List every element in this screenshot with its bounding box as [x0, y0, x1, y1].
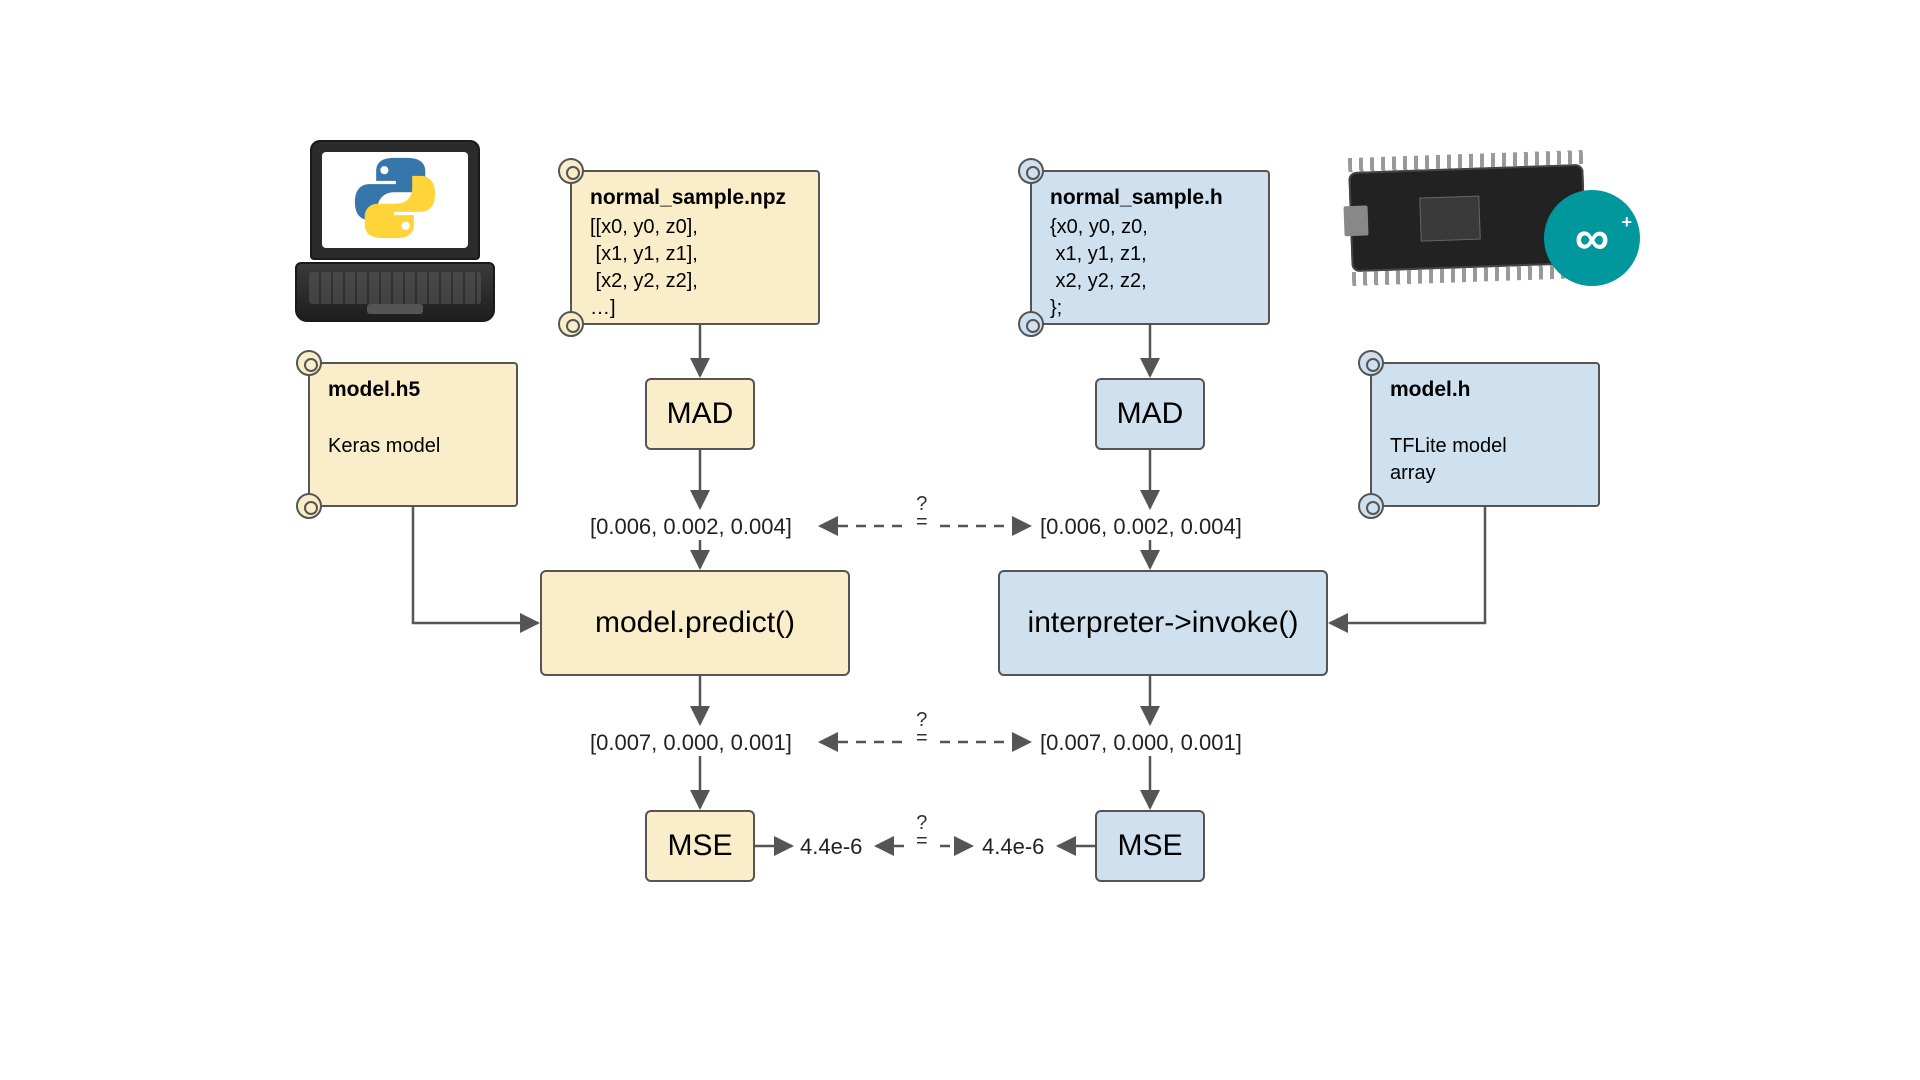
box-model-predict: model.predict()	[540, 570, 850, 676]
box-label: MSE	[667, 829, 732, 863]
label-vec2-right: [0.007, 0.000, 0.001]	[1040, 730, 1242, 756]
label-vec1-left: [0.006, 0.002, 0.004]	[590, 514, 792, 540]
box-label: MAD	[1117, 397, 1184, 431]
label-vec2-left: [0.007, 0.000, 0.001]	[590, 730, 792, 756]
scroll-model-h5: model.h5 Keras model	[308, 362, 518, 507]
box-mad-left: MAD	[645, 378, 755, 450]
compare-mark-3-icon: ?=	[916, 814, 928, 850]
label-mse-val-right: 4.4e-6	[982, 834, 1044, 860]
scroll-normal-sample-npz: normal_sample.npz [[x0, y0, z0], [x1, y1…	[570, 170, 820, 325]
microcontroller-icon: ∞ +	[1340, 150, 1640, 300]
scroll-title: normal_sample.npz	[590, 186, 800, 210]
python-logo-icon	[350, 153, 440, 248]
box-label: MAD	[667, 397, 734, 431]
laptop-icon	[295, 140, 495, 330]
label-vec1-right: [0.006, 0.002, 0.004]	[1040, 514, 1242, 540]
scroll-body: {x0, y0, z0, x1, y1, z1, x2, y2, z2, };	[1050, 214, 1250, 322]
compare-mark-1-icon: ?=	[916, 495, 928, 531]
box-label: MSE	[1117, 829, 1182, 863]
box-mse-left: MSE	[645, 810, 755, 882]
box-label: model.predict()	[595, 606, 795, 640]
scroll-body: Keras model	[328, 406, 498, 460]
box-mad-right: MAD	[1095, 378, 1205, 450]
box-label: interpreter->invoke()	[1028, 606, 1299, 640]
scroll-title: model.h5	[328, 378, 498, 402]
label-mse-val-left: 4.4e-6	[800, 834, 862, 860]
scroll-model-h: model.h TFLite model array	[1370, 362, 1600, 507]
arduino-logo-icon: ∞ +	[1544, 190, 1640, 286]
diagram-stage: ∞ + normal_sample.npz [[x0, y0, z0], [x1…	[240, 130, 1680, 950]
scroll-title: normal_sample.h	[1050, 186, 1250, 210]
scroll-body: [[x0, y0, z0], [x1, y1, z1], [x2, y2, z2…	[590, 214, 800, 322]
compare-mark-2-icon: ?=	[916, 711, 928, 747]
box-mse-right: MSE	[1095, 810, 1205, 882]
scroll-normal-sample-h: normal_sample.h {x0, y0, z0, x1, y1, z1,…	[1030, 170, 1270, 325]
box-interpreter-invoke: interpreter->invoke()	[998, 570, 1328, 676]
scroll-title: model.h	[1390, 378, 1580, 402]
scroll-body: TFLite model array	[1390, 406, 1580, 487]
